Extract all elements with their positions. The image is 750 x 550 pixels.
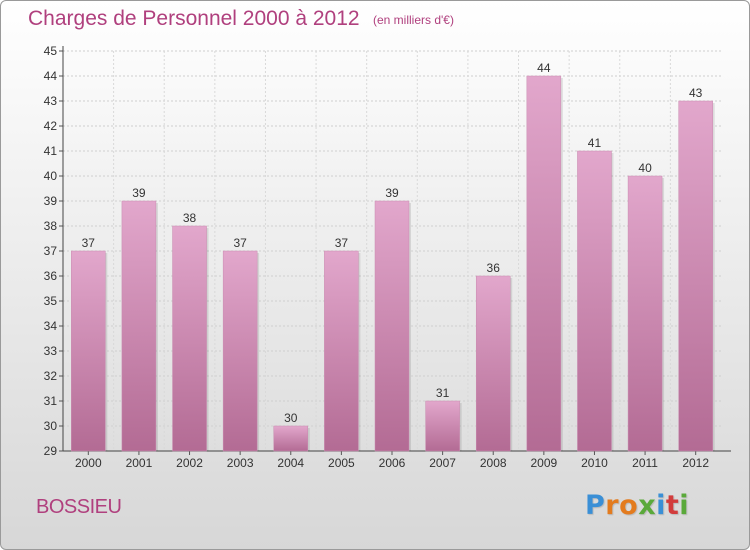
data-label-2009: 44: [537, 61, 551, 75]
bar-2001[interactable]: [121, 200, 157, 452]
logo-letter: t: [665, 490, 680, 521]
logo-letter: r: [605, 490, 620, 521]
data-label-2001: 39: [132, 186, 146, 200]
x-tick-label: 2004: [277, 456, 304, 470]
logo-letter: i: [679, 490, 690, 521]
y-tick-label: 35: [44, 294, 58, 308]
x-tick-label: 2006: [379, 456, 406, 470]
bar-2005[interactable]: [324, 250, 359, 452]
chart-title: Charges de Personnel 2000 à 2012: [28, 7, 360, 30]
x-tick-label: 2012: [682, 456, 709, 470]
data-label-2012: 43: [689, 86, 703, 100]
logo-letter: o: [619, 490, 639, 521]
y-tick-label: 38: [44, 219, 58, 233]
y-tick-label: 41: [44, 144, 58, 158]
x-tick-label: 2003: [227, 456, 254, 470]
bar-2004[interactable]: [273, 425, 309, 452]
y-tick-label: 29: [44, 444, 58, 458]
x-tick-label: 2010: [581, 456, 608, 470]
labels: 37 2000 39 2001 38 2002 37 2003 30 2004 37 2005 39 20…: [75, 61, 709, 470]
logo-letter: x: [638, 490, 657, 521]
y-tick-label: 39: [44, 194, 58, 208]
y-tick-label: 45: [44, 44, 58, 58]
bar-2003[interactable]: [222, 250, 258, 452]
data-label-2002: 38: [183, 211, 197, 225]
chart-subtitle: (en milliers d'€): [373, 13, 454, 27]
x-tick-label: 2000: [75, 456, 102, 470]
y-tick-label: 31: [44, 394, 58, 408]
bars: [71, 75, 715, 452]
y-tick-label: 43: [44, 94, 58, 108]
y-tick-label: 33: [44, 344, 58, 358]
x-tick-label: 2007: [429, 456, 456, 470]
bar-2007[interactable]: [425, 400, 460, 452]
y-tick-label: 30: [44, 419, 58, 433]
data-label-2004: 30: [284, 411, 298, 425]
data-label-2007: 31: [436, 386, 450, 400]
y-tick-label: 42: [44, 119, 58, 133]
axes: 29 30 31 32 33 34 35 36 37 38 39 40 41 42 43 44 45: [44, 44, 731, 458]
bar-2009[interactable]: [526, 75, 562, 452]
y-tick-label: 34: [44, 319, 58, 333]
bar-2012[interactable]: [678, 100, 713, 452]
data-label-2005: 37: [335, 236, 349, 250]
bar-2011[interactable]: [627, 175, 663, 452]
x-tick-label: 2009: [530, 456, 557, 470]
bar-2000[interactable]: [71, 250, 106, 452]
data-label-2006: 39: [385, 186, 399, 200]
bar-2008[interactable]: [475, 275, 511, 452]
x-tick-label: 2001: [126, 456, 153, 470]
commune-name: BOSSIEU: [36, 496, 122, 518]
y-tick-label: 37: [44, 244, 58, 258]
x-tick-label: 2011: [632, 456, 658, 470]
y-tick-label: 36: [44, 269, 58, 283]
bar-2010[interactable]: [577, 150, 612, 452]
data-label-2000: 37: [82, 236, 96, 250]
y-tick-label: 44: [44, 69, 58, 83]
bar-2002[interactable]: [172, 225, 207, 452]
bar-2006[interactable]: [374, 200, 410, 452]
x-tick-label: 2005: [328, 456, 355, 470]
proxiti-logo[interactable]: Proxiti: [585, 490, 689, 521]
data-label-2010: 41: [588, 136, 602, 150]
y-tick-label: 40: [44, 169, 58, 183]
logo-letter: i: [656, 490, 666, 521]
y-tick-label: 32: [44, 369, 58, 383]
data-label-2011: 40: [638, 161, 652, 175]
logo-letter: P: [585, 490, 606, 521]
x-tick-label: 2002: [176, 456, 203, 470]
data-label-2008: 36: [487, 261, 501, 275]
x-tick-label: 2008: [480, 456, 507, 470]
data-label-2003: 37: [233, 236, 247, 250]
